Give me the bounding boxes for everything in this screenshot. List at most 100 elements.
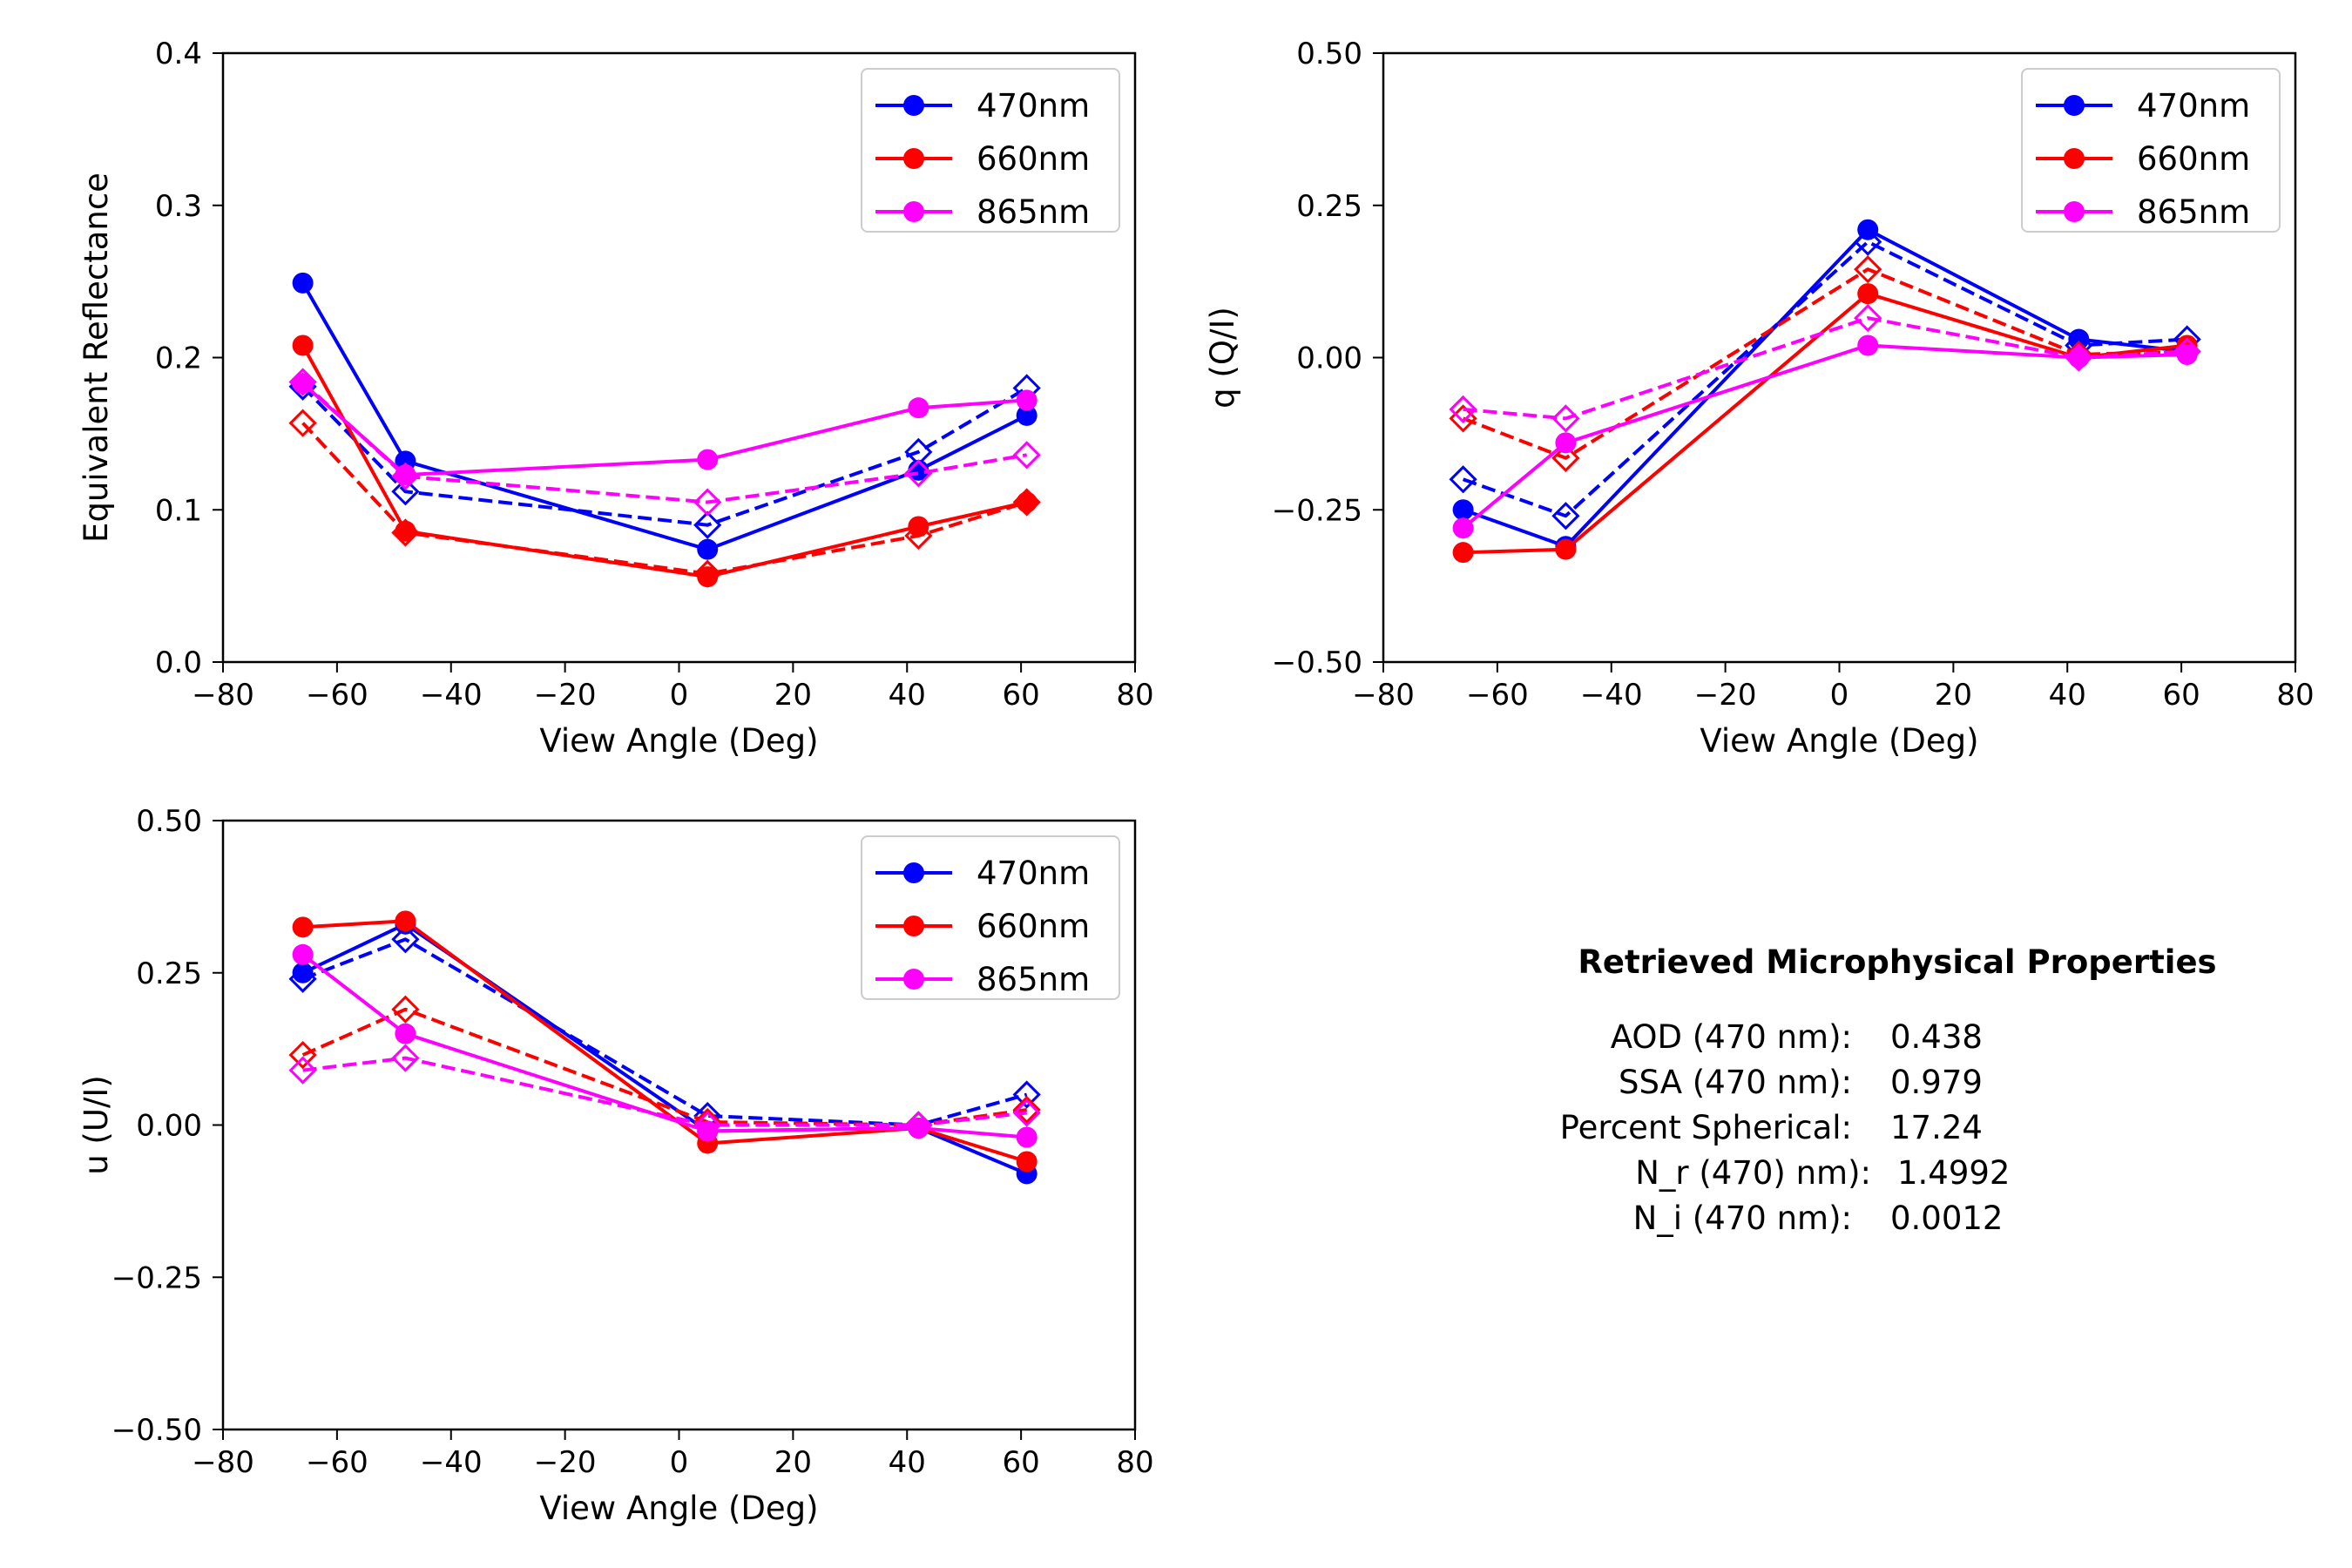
u-x-axis-label: View Angle (Deg) bbox=[539, 1490, 818, 1527]
q-y-tick-label: 0.25 bbox=[1296, 189, 1362, 224]
q-x-tick-label: 40 bbox=[2049, 678, 2086, 713]
u-chart: −80 −60 −40 −20 0 20 40 60 80 −0.50 −0.25 0.00 0.25 0… bbox=[78, 804, 1154, 1527]
reflectance-chart: −80 −60 −40 −20 0 20 40 60 80 0.0 0.1 0.2 0.3 0.4 View… bbox=[78, 37, 1154, 760]
q-865nm-modeled-point bbox=[1854, 303, 1882, 333]
reflectance-660nm-measured-point bbox=[908, 516, 929, 537]
u-y-axis-label: u (U/I) bbox=[78, 1075, 115, 1175]
u-865nm-measured-point bbox=[292, 943, 314, 965]
reflectance-660nm-modeled-point bbox=[288, 409, 317, 437]
q-x-tick-label: −60 bbox=[1466, 678, 1529, 713]
u-x-tick-label: −40 bbox=[420, 1445, 483, 1480]
q-865nm-measured-point bbox=[1857, 335, 1879, 356]
q-legend-marker-660nm bbox=[2064, 148, 2085, 169]
reflectance-470nm-modeled-line bbox=[301, 385, 1028, 527]
q-865nm-modeled-point bbox=[2065, 343, 2093, 372]
q-660nm-measured-point bbox=[1857, 283, 1879, 305]
q-legend-label-660nm: 660nm bbox=[2137, 140, 2250, 178]
reflectance-plot-frame bbox=[221, 51, 1137, 664]
u-x-tick-label: 40 bbox=[889, 1445, 926, 1480]
property-label-ssa: SSA (470 nm): bbox=[1619, 1064, 1852, 1101]
microphysical-properties-panel: Retrieved Microphysical Properties AOD (… bbox=[1560, 943, 2217, 1237]
q-y-tick-label: 0.00 bbox=[1296, 341, 1362, 376]
u-legend-label-660nm: 660nm bbox=[977, 908, 1090, 945]
reflectance-865nm-modeled-point bbox=[391, 462, 420, 490]
reflectance-470nm-measured-point bbox=[1016, 404, 1037, 426]
u-x-tick-label: 60 bbox=[1002, 1445, 1039, 1480]
u-865nm-modeled-point bbox=[288, 1056, 317, 1085]
q-470nm-modeled-line bbox=[1462, 240, 2187, 518]
q-legend-marker-470nm bbox=[2064, 95, 2085, 116]
u-865nm-measured-point bbox=[395, 1023, 416, 1044]
u-660nm-modeled-line bbox=[301, 1007, 1027, 1127]
reflectance-660nm-modeled-point bbox=[391, 518, 420, 547]
q-x-tick-label: 80 bbox=[2276, 678, 2314, 713]
u-865nm-measured-point bbox=[1016, 1126, 1037, 1148]
q-plot-frame bbox=[1382, 51, 2297, 664]
reflectance-865nm-modeled-line bbox=[301, 381, 1028, 504]
u-660nm-modeled-point bbox=[288, 1040, 317, 1070]
u-470nm-modeled-point bbox=[288, 964, 317, 993]
reflectance-legend-marker-470nm bbox=[903, 95, 924, 116]
reflectance-470nm-modeled-point bbox=[693, 510, 722, 539]
q-865nm-measured-point bbox=[1555, 432, 1577, 454]
reflectance-660nm-measured-point bbox=[292, 335, 314, 356]
u-x-tick-label: 80 bbox=[1116, 1445, 1153, 1480]
u-legend: 470nm 660nm 865nm bbox=[861, 835, 1120, 1000]
u-865nm-modeled-point bbox=[391, 1044, 420, 1072]
q-x-tick-label: 60 bbox=[2162, 678, 2200, 713]
reflectance-legend-box bbox=[861, 68, 1120, 233]
reflectance-y-tick-label: 0.3 bbox=[155, 189, 202, 224]
reflectance-865nm-modeled-point bbox=[693, 488, 722, 517]
u-865nm-modeled-point bbox=[1012, 1098, 1041, 1127]
reflectance-470nm-modeled-point bbox=[391, 477, 420, 506]
q-x-tick-label: 0 bbox=[1830, 678, 1849, 713]
reflectance-y-tick-label: 0.4 bbox=[155, 37, 202, 71]
q-865nm-modeled-point bbox=[2173, 337, 2201, 366]
reflectance-660nm-modeled-point bbox=[904, 521, 933, 551]
q-y-tick-label: −0.50 bbox=[1272, 645, 1362, 680]
q-x-tick-label: −80 bbox=[1352, 678, 1415, 713]
reflectance-y-tick-label: 0.2 bbox=[155, 341, 202, 376]
reflectance-660nm-modeled-line bbox=[301, 422, 1028, 576]
reflectance-865nm-modeled-point bbox=[1012, 441, 1041, 470]
u-y-tick-label: 0.25 bbox=[136, 956, 202, 991]
q-660nm-modeled-point bbox=[1854, 255, 1882, 284]
reflectance-x-tick-label: 0 bbox=[670, 678, 689, 713]
reflectance-660nm-modeled-point bbox=[693, 559, 722, 588]
reflectance-x-axis-label: View Angle (Deg) bbox=[539, 722, 818, 760]
q-chart: −80 −60 −40 −20 0 20 40 60 80 −0.50 −0.25 0.00 0.25 0… bbox=[1204, 37, 2315, 760]
q-865nm-measured-point bbox=[1452, 517, 1474, 539]
reflectance-470nm-measured-point bbox=[697, 538, 719, 560]
reflectance-x-tick-label: 20 bbox=[774, 678, 812, 713]
reflectance-865nm-measured-point bbox=[908, 397, 929, 419]
q-470nm-measured-point bbox=[1452, 499, 1474, 521]
u-470nm-modeled-point bbox=[1012, 1080, 1041, 1109]
u-470nm-modeled-line bbox=[301, 937, 1028, 1127]
u-865nm-measured-point bbox=[697, 1120, 719, 1142]
u-x-tick-label: 20 bbox=[774, 1445, 812, 1480]
q-865nm-modeled-point bbox=[1449, 395, 1477, 424]
property-label-aod: AOD (470 nm): bbox=[1611, 1018, 1852, 1056]
q-660nm-modeled-line bbox=[1462, 267, 2187, 460]
reflectance-865nm-measured-point bbox=[1016, 389, 1037, 411]
u-legend-label-865nm: 865nm bbox=[977, 961, 1090, 998]
u-660nm-modeled-point bbox=[1012, 1095, 1041, 1125]
reflectance-x-tick-label: −60 bbox=[306, 678, 368, 713]
properties-title: Retrieved Microphysical Properties bbox=[1578, 943, 2216, 981]
u-legend-marker-660nm bbox=[903, 916, 924, 936]
u-660nm-measured-point bbox=[292, 916, 314, 938]
reflectance-legend: 470nm 660nm 865nm bbox=[861, 68, 1120, 233]
q-660nm-modeled-point bbox=[1551, 443, 1580, 472]
u-x-tick-label: −80 bbox=[192, 1445, 254, 1480]
u-y-tick-label: 0.00 bbox=[136, 1109, 202, 1144]
property-value-percent-spherical: 17.24 bbox=[1890, 1109, 1983, 1146]
q-legend-box bbox=[2021, 68, 2281, 233]
reflectance-470nm-modeled-point bbox=[904, 437, 933, 466]
q-660nm-measured-point bbox=[1452, 542, 1474, 564]
q-y-tick-label: −0.25 bbox=[1272, 493, 1362, 528]
reflectance-x-tick-label: −80 bbox=[192, 678, 254, 713]
reflectance-x-tick-label: 60 bbox=[1002, 678, 1039, 713]
reflectance-x-tick-label: 40 bbox=[889, 678, 926, 713]
